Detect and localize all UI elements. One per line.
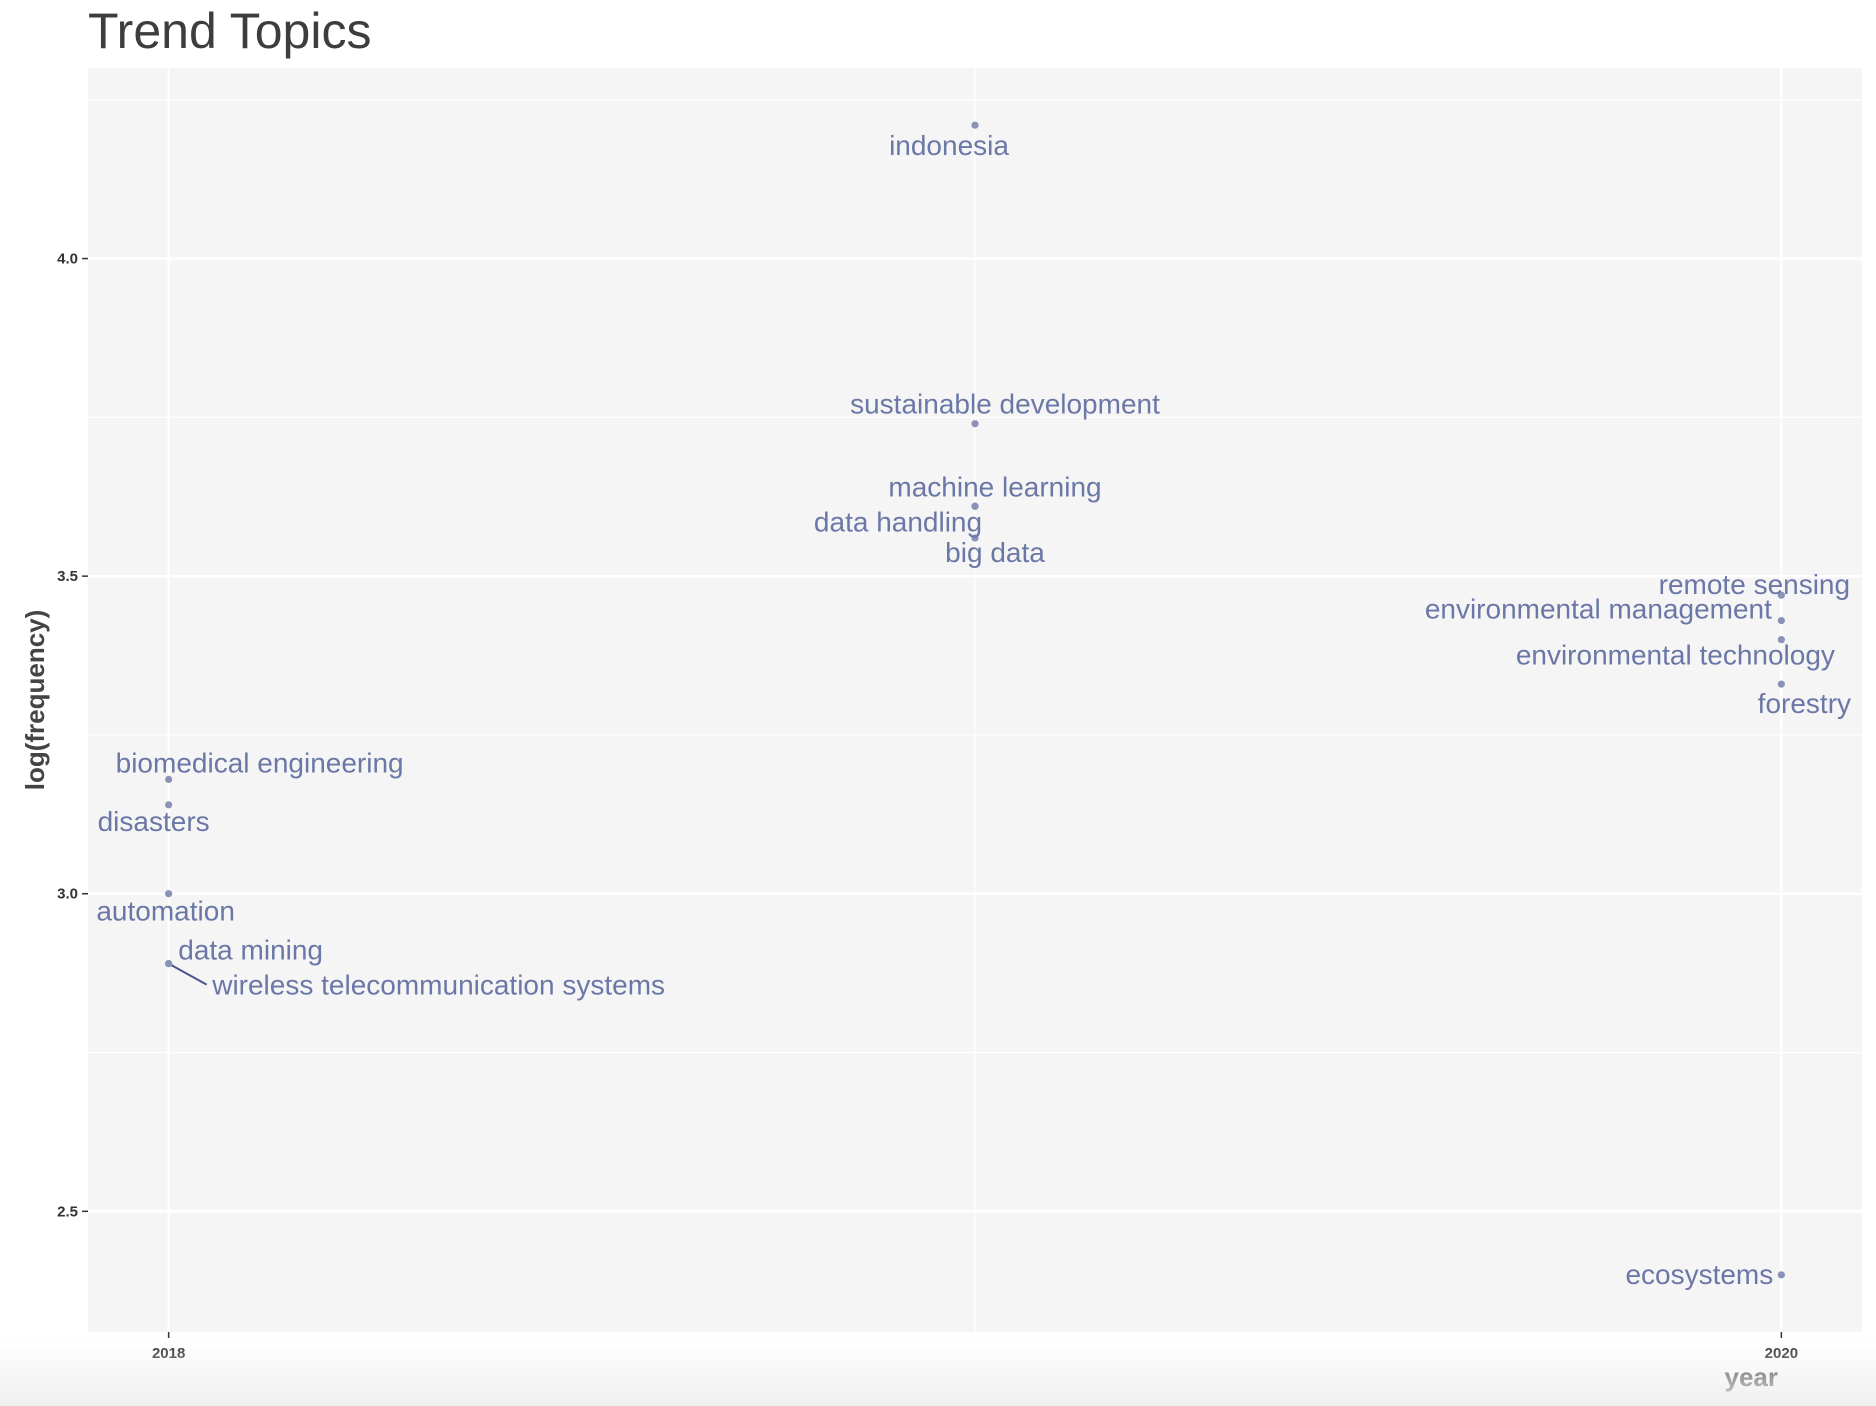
point-label: sustainable development	[850, 389, 1160, 420]
point-label: disasters	[98, 806, 210, 837]
y-tick-label: 4.0	[57, 251, 78, 268]
data-point	[1777, 617, 1785, 625]
x-axis-title: year	[1725, 1362, 1779, 1392]
y-axis-title: log(frequency)	[20, 610, 50, 791]
data-point	[971, 502, 979, 510]
point-label: indonesia	[889, 130, 1009, 161]
point-labels: indonesia sustainable development machine …	[96, 130, 1851, 1290]
x-tick-label: 2020	[1765, 1345, 1798, 1362]
data-point	[165, 801, 173, 809]
data-point	[971, 121, 979, 129]
data-point	[971, 420, 979, 428]
data-point	[165, 890, 173, 898]
x-tick-label: 2018	[152, 1345, 185, 1362]
point-label: machine learning	[888, 471, 1101, 502]
label-connectors	[168, 962, 208, 986]
point-label: ecosystems	[1625, 1259, 1773, 1290]
chart-title: Trend Topics	[88, 3, 371, 59]
data-point	[1777, 680, 1785, 688]
point-label: environmental technology	[1516, 640, 1835, 671]
data-point	[1777, 591, 1785, 599]
y-axis-ticks: 2.5 3.0 3.5 4.0	[57, 251, 88, 1220]
data-points	[165, 121, 1785, 1279]
y-tick-label: 2.5	[57, 1203, 78, 1220]
data-point	[1777, 1271, 1785, 1279]
point-label: environmental management	[1425, 594, 1772, 625]
point-label: data handling	[814, 506, 982, 537]
point-label: remote sensing	[1659, 569, 1850, 600]
y-tick-label: 3.5	[57, 568, 78, 585]
point-label: biomedical engineering	[116, 747, 404, 778]
data-point	[165, 775, 173, 783]
point-label: forestry	[1758, 688, 1851, 719]
y-tick-label: 3.0	[57, 886, 78, 903]
x-axis-ticks: 2018 2020	[152, 1332, 1798, 1362]
data-point	[971, 534, 979, 542]
label-connector	[168, 962, 208, 986]
data-point	[165, 959, 173, 968]
point-label: automation	[96, 896, 235, 927]
point-label: wireless telecommunication systems	[211, 970, 665, 1001]
data-point	[1777, 636, 1785, 644]
point-label: big data	[945, 537, 1045, 568]
point-label: data mining	[178, 935, 323, 966]
grid-lines	[88, 68, 1862, 1332]
